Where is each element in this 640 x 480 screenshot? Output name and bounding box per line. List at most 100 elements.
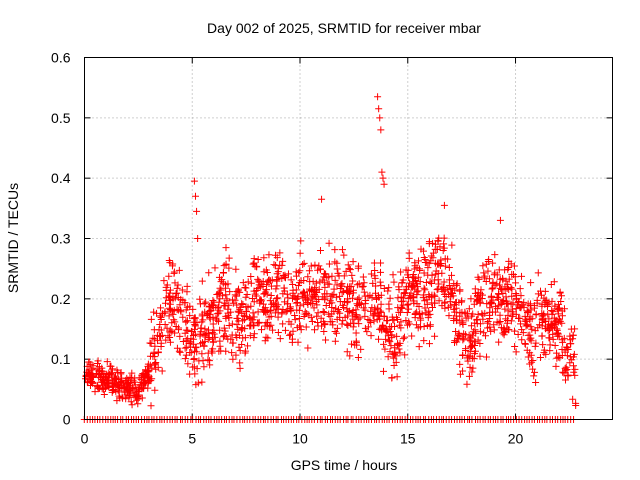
data-point (483, 319, 491, 327)
data-point (387, 342, 395, 350)
data-point (510, 327, 518, 335)
data-point (325, 273, 333, 281)
data-point (391, 322, 399, 330)
data-point (311, 284, 319, 292)
data-point (209, 303, 217, 311)
data-point (378, 168, 386, 176)
data-point (360, 288, 368, 296)
data-point (482, 332, 490, 340)
data-point (201, 325, 209, 333)
data-point (217, 286, 225, 294)
data-point (307, 262, 315, 270)
data-point (484, 267, 492, 275)
data-point (300, 259, 308, 267)
data-point (154, 363, 162, 371)
data-point (445, 263, 453, 271)
data-point (440, 234, 448, 242)
data-point (265, 313, 273, 321)
data-point (193, 348, 201, 356)
data-point (291, 316, 299, 324)
data-point (269, 326, 277, 334)
data-point (242, 347, 250, 355)
data-point (395, 308, 403, 316)
data-point (380, 180, 388, 188)
data-point (352, 329, 360, 337)
data-point (262, 266, 270, 274)
data-point (379, 174, 387, 182)
data-point (390, 278, 398, 286)
data-point (340, 304, 348, 312)
data-point (456, 287, 464, 295)
data-point (168, 327, 176, 335)
data-point (521, 312, 529, 320)
data-point (371, 272, 379, 280)
data-point (519, 329, 527, 337)
data-point (300, 277, 308, 285)
data-point (419, 247, 427, 255)
data-point (523, 321, 531, 329)
data-point (250, 330, 258, 338)
data-point (462, 346, 470, 354)
data-point (292, 286, 300, 294)
data-point (149, 352, 157, 360)
data-point (201, 308, 209, 316)
data-point (199, 316, 207, 324)
y-tick-label: 0.6 (51, 50, 71, 66)
data-point (305, 267, 313, 275)
data-point (502, 293, 510, 301)
data-point (442, 293, 450, 301)
data-point (524, 308, 532, 316)
data-point (554, 306, 562, 314)
data-point (518, 326, 526, 334)
data-point (228, 349, 236, 357)
data-point (342, 267, 350, 275)
data-point (209, 328, 217, 336)
data-point (486, 323, 494, 331)
data-point (274, 313, 282, 321)
data-point (246, 322, 254, 330)
data-point (293, 299, 301, 307)
data-point (150, 308, 158, 316)
data-point (480, 274, 488, 282)
data-point (199, 338, 207, 346)
data-point (247, 279, 255, 287)
data-point (191, 320, 199, 328)
data-point (459, 351, 467, 359)
data-point (488, 285, 496, 293)
data-point (399, 335, 407, 343)
data-point (289, 289, 297, 297)
data-point (293, 272, 301, 280)
data-point (464, 357, 472, 365)
data-point (99, 378, 107, 386)
data-point (470, 338, 478, 346)
data-point (176, 332, 184, 340)
data-point (274, 294, 282, 302)
data-point (456, 360, 464, 368)
data-point (523, 307, 531, 315)
data-point (136, 381, 144, 389)
data-point (361, 306, 369, 314)
data-point (224, 305, 232, 313)
y-tick-label: 0 (63, 412, 71, 428)
data-point (526, 335, 534, 343)
data-point (254, 256, 262, 264)
data-point (124, 388, 132, 396)
data-point (271, 251, 279, 259)
data-point (534, 324, 542, 332)
data-point (348, 271, 356, 279)
data-point (271, 309, 279, 317)
data-point (105, 383, 113, 391)
data-point (293, 306, 301, 314)
data-point (468, 368, 476, 376)
data-point (135, 374, 143, 382)
data-point (557, 297, 565, 305)
data-point (255, 319, 263, 327)
data-point (490, 326, 498, 334)
data-point (503, 319, 511, 327)
data-point (384, 287, 392, 295)
data-point (422, 278, 430, 286)
data-point (495, 266, 503, 274)
data-point (222, 261, 230, 269)
data-point (340, 251, 348, 259)
data-point (466, 343, 474, 351)
